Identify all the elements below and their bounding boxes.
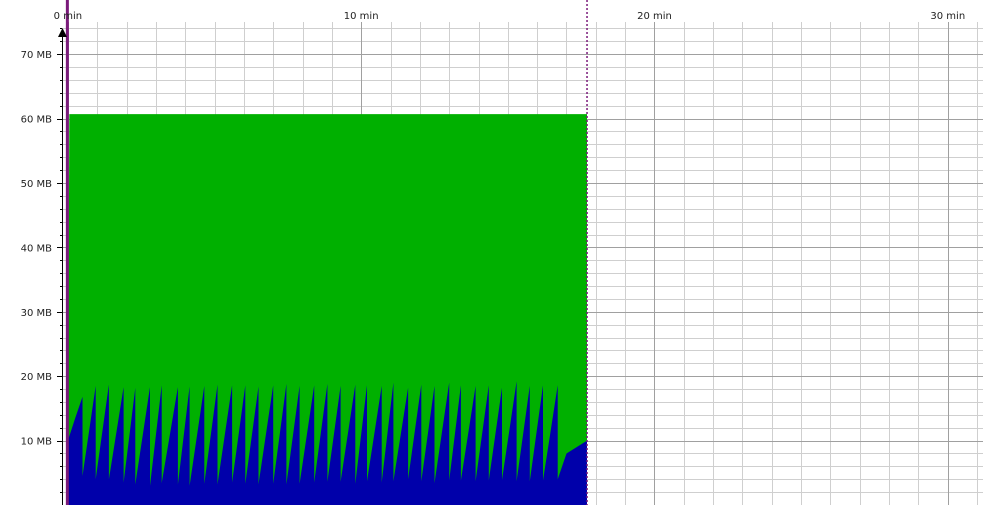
x-tick-label: 0 min — [54, 11, 82, 22]
area-series — [67, 114, 587, 505]
y-tick-label: 10 MB — [21, 437, 53, 448]
series-0-area — [67, 114, 587, 505]
y-axis — [57, 28, 67, 505]
y-axis-arrow — [58, 28, 67, 37]
x-tick-label: 30 min — [930, 11, 965, 22]
time-markers — [65, 0, 588, 505]
y-tick-label: 20 MB — [21, 372, 53, 383]
x-tick-label: 10 min — [344, 11, 379, 22]
y-tick-label: 40 MB — [21, 243, 53, 254]
y-tick-label: 50 MB — [21, 179, 53, 190]
y-tick-label: 30 MB — [21, 308, 53, 319]
series-1-area — [67, 381, 587, 505]
x-tick-label: 20 min — [637, 11, 672, 22]
y-tick-label: 70 MB — [21, 50, 53, 61]
y-tick-labels: 10 MB 20 MB 30 MB 40 MB 50 MB 60 MB 70 MB — [21, 50, 53, 447]
y-tick-label: 60 MB — [21, 115, 53, 126]
x-tick-labels: 0 min 10 min 20 min 30 min — [54, 11, 966, 22]
